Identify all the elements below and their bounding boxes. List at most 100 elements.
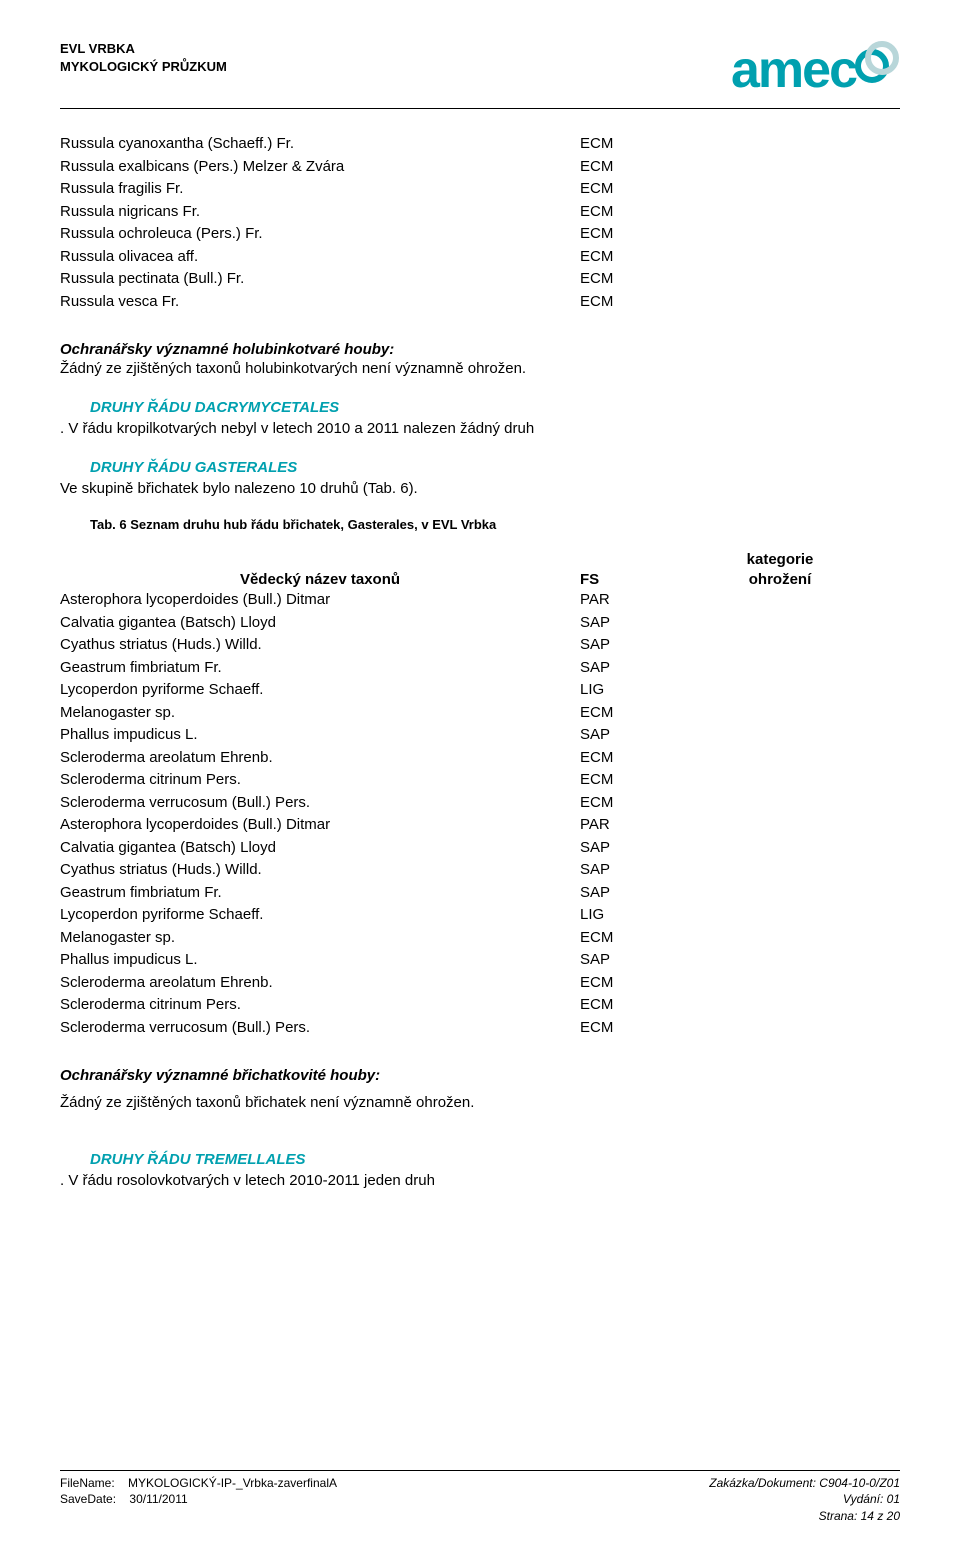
row-fs: ECM [580, 994, 720, 1017]
table-row: Geastrum fimbriatum Fr.SAP [60, 882, 900, 905]
header-line1: EVL VRBKA [60, 40, 227, 58]
header-line2: MYKOLOGICKÝ PRŮZKUM [60, 58, 227, 76]
row-name: Phallus impudicus L. [60, 949, 580, 972]
species-row: Russula pectinata (Bull.) Fr.ECM [60, 268, 900, 291]
species-name: Russula pectinata (Bull.) Fr. [60, 268, 580, 291]
species-row: Russula fragilis Fr.ECM [60, 178, 900, 201]
footer-right: Zakázka/Dokument: C904-10-0/Z01 Vydání: … [709, 1475, 900, 1525]
logo-text: amec [731, 40, 856, 100]
species-fs: ECM [580, 178, 720, 201]
row-fs: SAP [580, 882, 720, 905]
table-row: Calvatia gigantea (Batsch) LloydSAP [60, 837, 900, 860]
row-name: Melanogaster sp. [60, 927, 580, 950]
species-fs: ECM [580, 246, 720, 269]
th-fs: FS [580, 570, 700, 590]
footer-edition: Vydání: 01 [709, 1491, 900, 1508]
table-caption: Tab. 6 Seznam druhu hub řádu břichatek, … [90, 517, 900, 532]
table-row: Melanogaster sp.ECM [60, 927, 900, 950]
table-row: Asterophora lycoperdoides (Bull.) Ditmar… [60, 814, 900, 837]
row-fs: ECM [580, 702, 720, 725]
page-header: EVL VRBKA MYKOLOGICKÝ PRŮZKUM amec [60, 40, 900, 100]
species-fs: ECM [580, 268, 720, 291]
species-row: Russula ochroleuca (Pers.) Fr.ECM [60, 223, 900, 246]
footer-filename-value: MYKOLOGICKÝ-IP-_Vrbka-zaverfinalA [128, 1476, 337, 1490]
species-fs: ECM [580, 223, 720, 246]
dacry-heading: DRUHY ŘÁDU DACRYMYCETALES [90, 399, 900, 416]
row-name: Cyathus striatus (Huds.) Willd. [60, 634, 580, 657]
table-row: Calvatia gigantea (Batsch) LloydSAP [60, 612, 900, 635]
row-name: Geastrum fimbriatum Fr. [60, 882, 580, 905]
th-cat-line2: ohrožení [700, 570, 860, 590]
table-row: Asterophora lycoperdoides (Bull.) Ditmar… [60, 589, 900, 612]
table-row: Phallus impudicus L.SAP [60, 724, 900, 747]
species-name: Russula ochroleuca (Pers.) Fr. [60, 223, 580, 246]
footer-page: Strana: 14 z 20 [709, 1508, 900, 1525]
species-name: Russula vesca Fr. [60, 291, 580, 314]
species-name: Russula exalbicans (Pers.) Melzer & Zvár… [60, 156, 580, 179]
row-fs: SAP [580, 949, 720, 972]
gaster-text: Ve skupině břichatek bylo nalezeno 10 dr… [60, 480, 900, 497]
row-name: Scleroderma citrinum Pers. [60, 994, 580, 1017]
row-name: Lycoperdon pyriforme Schaeff. [60, 904, 580, 927]
species-name: Russula fragilis Fr. [60, 178, 580, 201]
row-name: Scleroderma verrucosum (Bull.) Pers. [60, 1017, 580, 1040]
th-name: Vědecký název taxonů [60, 570, 580, 590]
row-name: Scleroderma citrinum Pers. [60, 769, 580, 792]
section1-text: Žádný ze zjištěných taxonů holubinkotvar… [60, 360, 900, 377]
th-category: kategorie ohrožení [700, 550, 860, 589]
species-row: Russula cyanoxantha (Schaeff.) Fr.ECM [60, 133, 900, 156]
table-row: Geastrum fimbriatum Fr.SAP [60, 657, 900, 680]
tremel-heading: DRUHY ŘÁDU TREMELLALES [90, 1151, 900, 1168]
table-row: Scleroderma verrucosum (Bull.) Pers.ECM [60, 1017, 900, 1040]
logo: amec [731, 40, 900, 100]
footer-left: FileName: MYKOLOGICKÝ-IP-_Vrbka-zaverfin… [60, 1475, 337, 1525]
row-fs: ECM [580, 1017, 720, 1040]
species-row: Russula olivacea aff.ECM [60, 246, 900, 269]
species-fs: ECM [580, 201, 720, 224]
row-name: Phallus impudicus L. [60, 724, 580, 747]
table-row: Scleroderma citrinum Pers.ECM [60, 994, 900, 1017]
table-row: Cyathus striatus (Huds.) Willd.SAP [60, 634, 900, 657]
row-fs: PAR [580, 589, 720, 612]
footer-filename-label: FileName: [60, 1476, 115, 1490]
row-name: Asterophora lycoperdoides (Bull.) Ditmar [60, 589, 580, 612]
table-row: Cyathus striatus (Huds.) Willd.SAP [60, 859, 900, 882]
row-fs: ECM [580, 792, 720, 815]
footer-savedate-label: SaveDate: [60, 1492, 116, 1506]
species-row: Russula vesca Fr.ECM [60, 291, 900, 314]
footer-doc: Zakázka/Dokument: C904-10-0/Z01 [709, 1475, 900, 1492]
table-row: Phallus impudicus L.SAP [60, 949, 900, 972]
table-row: Scleroderma areolatum Ehrenb.ECM [60, 747, 900, 770]
row-name: Melanogaster sp. [60, 702, 580, 725]
footer-savedate-value: 30/11/2011 [129, 1492, 187, 1506]
gaster-heading: DRUHY ŘÁDU GASTERALES [90, 459, 900, 476]
species-fs: ECM [580, 291, 720, 314]
species-fs: ECM [580, 156, 720, 179]
footer-divider [60, 1470, 900, 1471]
row-name: Calvatia gigantea (Batsch) Lloyd [60, 837, 580, 860]
top-species-list: Russula cyanoxantha (Schaeff.) Fr.ECMRus… [60, 133, 900, 313]
species-fs: ECM [580, 133, 720, 156]
species-name: Russula nigricans Fr. [60, 201, 580, 224]
row-fs: ECM [580, 769, 720, 792]
row-fs: ECM [580, 747, 720, 770]
row-fs: LIG [580, 904, 720, 927]
table-row: Scleroderma areolatum Ehrenb.ECM [60, 972, 900, 995]
row-fs: SAP [580, 837, 720, 860]
row-name: Lycoperdon pyriforme Schaeff. [60, 679, 580, 702]
row-fs: ECM [580, 972, 720, 995]
th-cat-line1: kategorie [700, 550, 860, 570]
row-name: Geastrum fimbriatum Fr. [60, 657, 580, 680]
row-fs: ECM [580, 927, 720, 950]
row-name: Scleroderma verrucosum (Bull.) Pers. [60, 792, 580, 815]
section2-title: Ochranářsky významné břichatkovité houby… [60, 1067, 900, 1084]
header-divider [60, 108, 900, 109]
dacry-text: . V řádu kropilkotvarých nebyl v letech … [60, 420, 900, 437]
species-row: Russula nigricans Fr.ECM [60, 201, 900, 224]
table-row: Melanogaster sp.ECM [60, 702, 900, 725]
logo-circle-icon [852, 38, 900, 86]
row-name: Asterophora lycoperdoides (Bull.) Ditmar [60, 814, 580, 837]
table-header: Vědecký název taxonů FS kategorie ohrože… [60, 550, 900, 589]
tremel-text: . V řádu rosolovkotvarých v letech 2010-… [60, 1172, 900, 1189]
row-fs: SAP [580, 612, 720, 635]
